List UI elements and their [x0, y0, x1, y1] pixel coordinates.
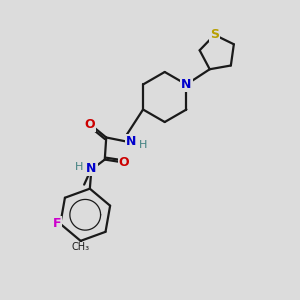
- Text: S: S: [210, 28, 219, 41]
- Text: CH₃: CH₃: [72, 242, 90, 252]
- Text: F: F: [52, 217, 61, 230]
- Text: H: H: [139, 140, 147, 150]
- Text: O: O: [118, 156, 129, 169]
- Text: N: N: [126, 135, 136, 148]
- Text: O: O: [85, 118, 95, 131]
- Text: H: H: [75, 162, 83, 172]
- Text: N: N: [86, 162, 97, 175]
- Text: N: N: [181, 78, 192, 91]
